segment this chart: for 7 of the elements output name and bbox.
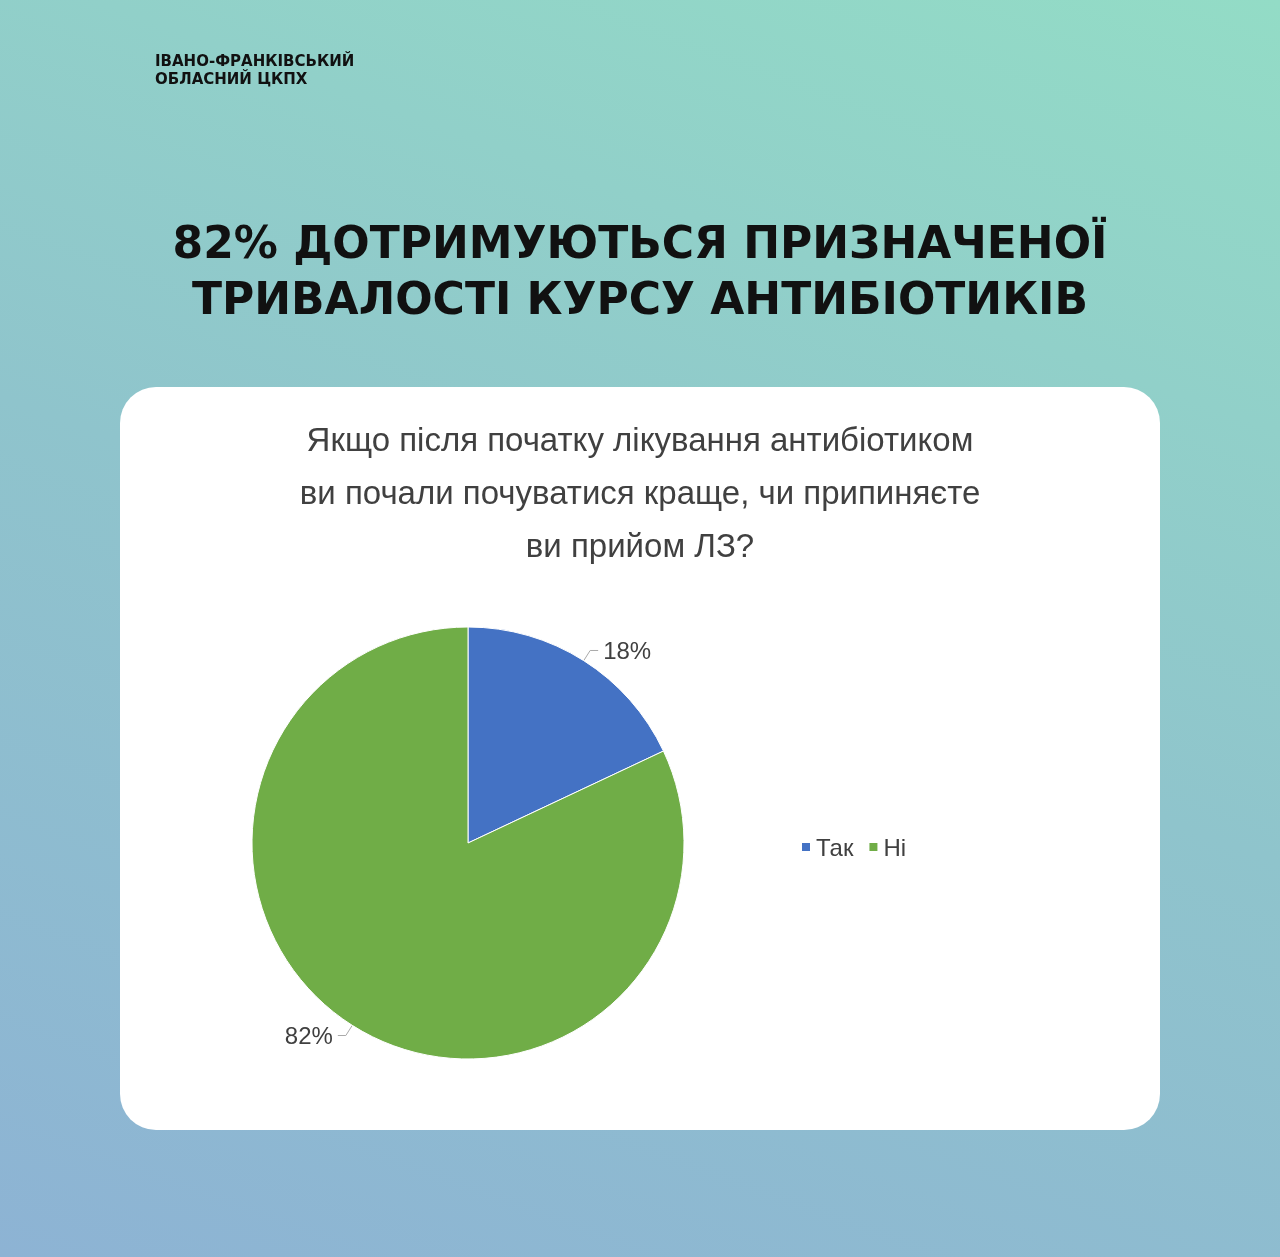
data-label: 18% [603, 636, 652, 664]
legend-label: Ні [883, 833, 907, 861]
text: ІВАНО-ФРАНКІВСЬКИЙ ОБЛАСНИЙ ЦКПХ [155, 52, 356, 88]
legend-label: Так [816, 833, 854, 861]
data-label: 82% [284, 1022, 333, 1050]
chart-title: 82% ДОТРИМУЮТЬСЯ ПРИЗНАЧЕНОЇ ТРИВАЛОСТІ КУРСУ АНТИБІОТИКІВ [171, 215, 1109, 326]
chart-subtitle: Якщо після початку лікування антибіотиком ви почали почуватися краще, чи припиняєте ви прийом ЛЗ? [298, 420, 982, 566]
